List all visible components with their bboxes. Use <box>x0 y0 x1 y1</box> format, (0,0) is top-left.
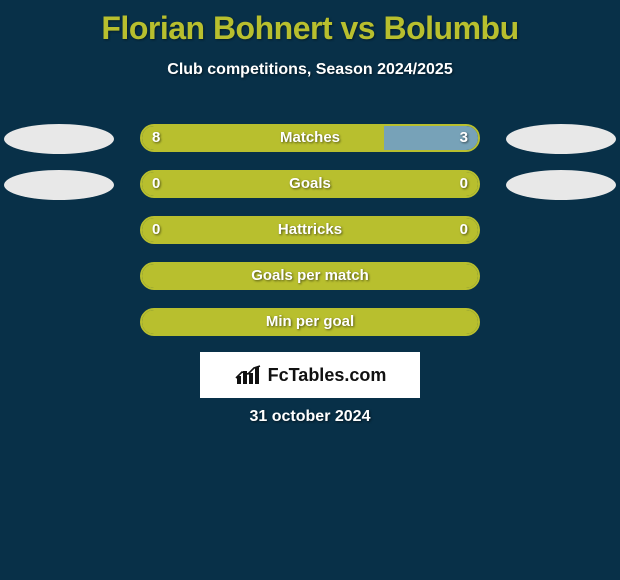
stat-rows: Matches83Goals00Hattricks00Goals per mat… <box>0 122 620 352</box>
stat-value-left: 0 <box>152 170 160 198</box>
stat-value-right: 3 <box>460 124 468 152</box>
stat-value-left: 0 <box>152 216 160 244</box>
date-text: 31 october 2024 <box>0 408 620 426</box>
stat-bar <box>140 170 480 198</box>
stat-value-right: 0 <box>460 216 468 244</box>
comparison-chart: Florian Bohnert vs Bolumbu Club competit… <box>0 0 620 580</box>
stat-bar-left <box>142 172 478 196</box>
stat-bar <box>140 262 480 290</box>
stat-bar-left <box>142 218 478 242</box>
player-right-avatar <box>506 124 616 154</box>
bar-chart-icon <box>234 364 262 386</box>
stat-value-left: 8 <box>152 124 160 152</box>
stat-row: Goals per match <box>0 260 620 306</box>
stat-bar <box>140 308 480 336</box>
stat-bar <box>140 216 480 244</box>
logo-text: FcTables.com <box>268 365 387 386</box>
stat-row: Matches83 <box>0 122 620 168</box>
page-title: Florian Bohnert vs Bolumbu <box>0 0 620 47</box>
player-left-avatar <box>4 170 114 200</box>
stat-row: Hattricks00 <box>0 214 620 260</box>
player-right-avatar <box>506 170 616 200</box>
player-left-avatar <box>4 124 114 154</box>
stat-bar-left <box>142 126 384 150</box>
stat-bar-left <box>142 310 478 334</box>
logo-badge: FcTables.com <box>200 352 420 398</box>
stat-row: Min per goal <box>0 306 620 352</box>
stat-bar-left <box>142 264 478 288</box>
stat-bar <box>140 124 480 152</box>
page-subtitle: Club competitions, Season 2024/2025 <box>0 61 620 79</box>
stat-value-right: 0 <box>460 170 468 198</box>
stat-row: Goals00 <box>0 168 620 214</box>
